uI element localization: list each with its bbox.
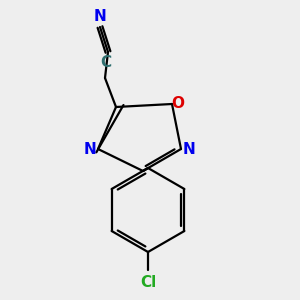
Text: O: O — [172, 97, 184, 112]
Text: Cl: Cl — [140, 275, 156, 290]
Text: N: N — [94, 9, 106, 24]
Text: N: N — [84, 142, 96, 157]
Text: C: C — [100, 55, 112, 70]
Text: N: N — [183, 142, 195, 157]
